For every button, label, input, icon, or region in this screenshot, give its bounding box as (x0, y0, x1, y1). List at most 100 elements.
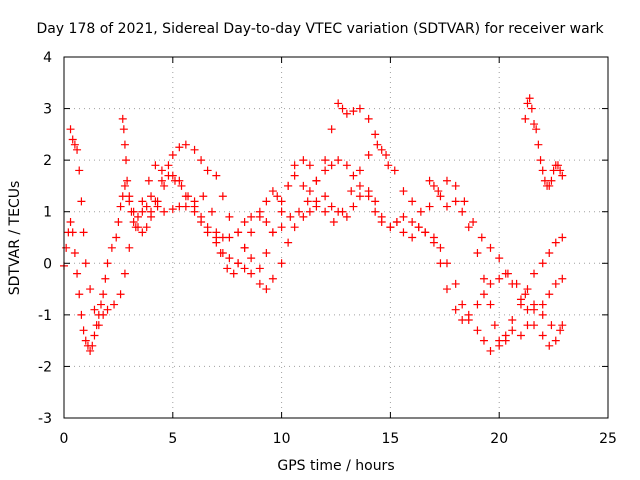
point-track-c-18 (190, 145, 199, 154)
point-track-c-31 (284, 181, 293, 190)
series-track-a (60, 156, 567, 355)
point-track-d-52 (523, 305, 532, 314)
point-track-c-23 (225, 212, 234, 221)
point-track-b-66 (521, 290, 530, 299)
point-track-a-91 (558, 274, 567, 283)
point-track-d-1 (153, 197, 162, 206)
point-track-c-29 (268, 228, 277, 237)
point-track-b-1 (68, 135, 77, 144)
point-track-c-43 (364, 114, 373, 123)
point-track-b-58 (451, 181, 460, 190)
point-track-b-33 (240, 218, 249, 227)
point-track-b-34 (247, 212, 256, 221)
point-track-a-44 (229, 269, 238, 278)
x-tick-label-5: 25 (599, 431, 617, 447)
point-track-a-63 (355, 181, 364, 190)
point-track-b-53 (408, 197, 417, 206)
point-track-d-38 (421, 228, 430, 237)
y-tick-labels: -3 -2 -1 0 1 2 3 4 (38, 50, 52, 427)
point-track-b-47 (355, 166, 364, 175)
x-tick-labels: 0 5 10 15 20 25 (60, 431, 617, 447)
point-track-b-36 (262, 218, 271, 227)
y-tick-label-6: 3 (43, 102, 52, 118)
point-track-b-7 (81, 259, 90, 268)
point-track-d-21 (299, 212, 308, 221)
point-track-a-40 (207, 207, 216, 216)
point-track-c-36 (321, 156, 330, 165)
point-track-b-11 (99, 310, 108, 319)
point-track-c-7 (129, 218, 138, 227)
point-track-f-11 (545, 181, 554, 190)
point-track-d-36 (408, 218, 417, 227)
point-track-c-21 (212, 171, 221, 180)
point-track-f-17 (558, 171, 567, 180)
point-track-d-22 (305, 207, 314, 216)
point-track-c-27 (255, 264, 264, 273)
point-track-b-15 (120, 269, 129, 278)
point-track-d-6 (190, 207, 199, 216)
point-track-a-77 (458, 300, 467, 309)
point-track-a-60 (334, 156, 343, 165)
point-track-a-6 (73, 269, 82, 278)
point-track-a-76 (451, 279, 460, 288)
point-track-b-38 (277, 223, 286, 232)
point-track-a-80 (479, 336, 488, 345)
point-track-e-9 (486, 300, 495, 309)
point-track-d-48 (495, 274, 504, 283)
point-track-b-70 (556, 326, 565, 335)
point-track-b-50 (382, 150, 391, 159)
point-track-a-32 (147, 192, 156, 201)
point-track-a-52 (277, 197, 286, 206)
point-track-e-7 (473, 248, 482, 257)
point-track-e-3 (442, 202, 451, 211)
plot-frame (63, 56, 609, 419)
point-track-e-15 (523, 285, 532, 294)
point-track-d-41 (442, 285, 451, 294)
point-track-a-30 (138, 207, 147, 216)
point-track-c-3 (122, 156, 131, 165)
point-track-a-34 (160, 207, 169, 216)
point-track-a-37 (181, 202, 190, 211)
point-track-d-55 (545, 341, 554, 350)
point-track-b-60 (469, 218, 478, 227)
point-track-a-22 (112, 233, 121, 242)
point-track-d-42 (451, 305, 460, 314)
point-track-e-18 (545, 248, 554, 257)
point-track-a-9 (79, 326, 88, 335)
point-track-c-26 (247, 254, 256, 263)
point-track-d-17 (268, 274, 277, 283)
point-track-a-14 (90, 331, 99, 340)
point-track-a-89 (545, 290, 554, 299)
point-track-b-41 (303, 197, 312, 206)
point-track-a-74 (436, 243, 445, 252)
point-track-a-5 (70, 248, 79, 257)
x-tick-label-2: 10 (273, 431, 291, 447)
point-track-b-2 (70, 140, 79, 149)
point-track-b-3 (73, 145, 82, 154)
point-track-a-7 (75, 290, 84, 299)
point-track-b-49 (373, 140, 382, 149)
point-track-e-19 (551, 238, 560, 247)
point-track-d-57 (558, 321, 567, 330)
point-track-d-44 (464, 310, 473, 319)
data-points (60, 94, 567, 355)
point-track-e-5 (458, 207, 467, 216)
y-tick-label-5: 2 (43, 153, 52, 169)
y-tick-label-0: -3 (38, 411, 52, 427)
point-track-d-13 (240, 264, 249, 273)
point-track-a-62 (349, 171, 358, 180)
point-track-c-4 (123, 176, 132, 185)
point-track-b-40 (295, 207, 304, 216)
point-track-c-45 (377, 145, 386, 154)
point-track-e-10 (490, 321, 499, 330)
point-track-d-3 (168, 171, 177, 180)
series-track-f (521, 94, 567, 190)
point-track-a-69 (399, 228, 408, 237)
point-track-c-6 (127, 207, 136, 216)
point-track-f-2 (525, 94, 534, 103)
point-track-d-31 (371, 197, 380, 206)
point-track-d-5 (181, 192, 190, 201)
point-track-f-16 (556, 166, 565, 175)
point-track-c-44 (371, 130, 380, 139)
point-track-d-37 (414, 223, 423, 232)
